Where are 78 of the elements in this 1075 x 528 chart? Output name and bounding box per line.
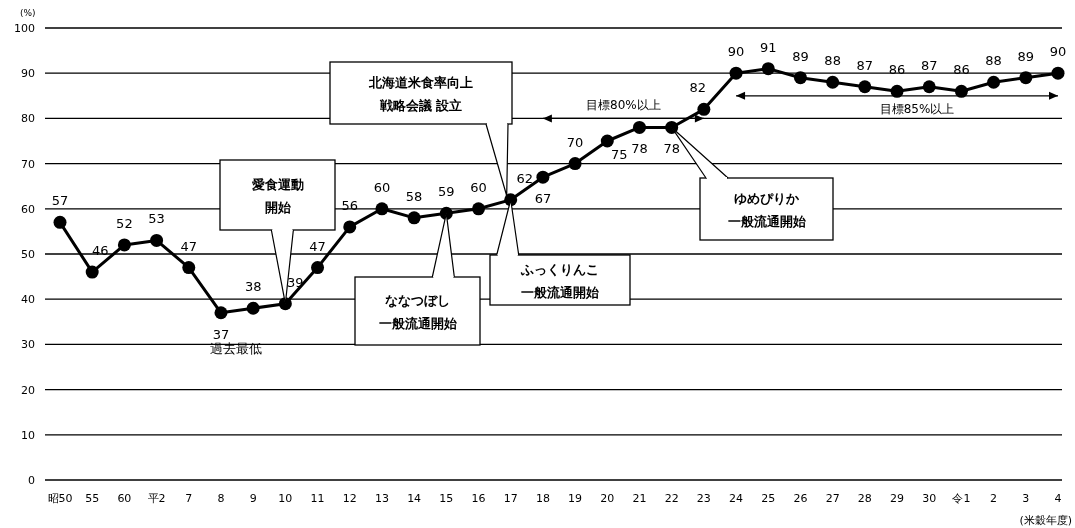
data-label: 62: [516, 170, 533, 186]
data-label: 78: [631, 141, 648, 157]
x-tick-label: 8: [217, 492, 225, 505]
data-label: 75: [611, 147, 628, 162]
x-tick-label: 28: [857, 492, 872, 505]
x-tick-label: 19: [568, 492, 583, 505]
x-tick-label: 30: [922, 492, 937, 505]
x-tick-label: 22: [664, 492, 679, 505]
data-label: 59: [438, 184, 455, 200]
x-tick-label: 14: [407, 492, 422, 505]
y-tick-label: 100: [14, 22, 35, 35]
data-label: 78: [663, 141, 680, 157]
x-tick-label: 7: [185, 492, 193, 505]
annotation: ゆめぴりか一般流通開始: [727, 190, 807, 229]
x-tick-label: 平2: [147, 492, 166, 505]
data-label: 88: [985, 53, 1002, 69]
data-label: 60: [470, 179, 487, 195]
data-label: 91: [759, 39, 777, 55]
data-label: 89: [792, 48, 809, 64]
annotation: ななつぼし一般流通開始: [378, 292, 458, 331]
annotation: ふっくりんこ一般流通開始: [520, 261, 600, 300]
data-label: 90: [727, 44, 745, 60]
x-tick-label: 17: [503, 492, 518, 505]
data-label: 57: [51, 193, 69, 209]
y-tick-label: 10: [21, 428, 35, 442]
y-tick-label: 30: [21, 338, 35, 352]
data-label: 58: [405, 188, 423, 204]
y-axis-title: (%): [20, 8, 36, 18]
x-tick-label: 20: [600, 492, 615, 505]
data-label: 53: [148, 211, 165, 227]
y-tick-label: 0: [28, 474, 35, 487]
x-tick-label: 令1: [952, 492, 971, 505]
x-tick-label: 21: [632, 492, 647, 505]
y-tick-label: 70: [21, 157, 35, 171]
x-tick-label: 13: [374, 492, 389, 505]
data-label: 38: [244, 279, 262, 295]
x-tick-label: 3: [1022, 492, 1030, 505]
x-axis-title: (米穀年度): [1019, 514, 1072, 527]
data-label: 37: [212, 326, 230, 342]
x-tick-label: 27: [825, 492, 840, 505]
series-label: 目標80%以上: [586, 98, 661, 113]
x-tick-label: 24: [729, 492, 744, 505]
data-label: 52: [116, 215, 133, 231]
data-label: 90: [1049, 44, 1067, 60]
data-label: 47: [309, 238, 326, 254]
x-tick-label: 4: [1054, 492, 1062, 505]
x-tick-label: 15: [439, 492, 454, 505]
x-tick-label: 18: [535, 492, 550, 505]
y-tick-label: 90: [21, 67, 35, 81]
x-tick-label: 11: [310, 492, 325, 505]
x-tick-label: 10: [278, 492, 293, 505]
x-tick-label: 55: [85, 492, 100, 505]
y-tick-label: 50: [21, 248, 35, 261]
annotation: 愛食運動開始: [251, 176, 304, 215]
x-tick-label: 29: [890, 492, 905, 505]
x-tick-label: 12: [342, 492, 357, 505]
x-tick-label: 23: [696, 492, 711, 505]
x-tick-label: 25: [761, 492, 776, 505]
series-label: 目標85%以上: [879, 101, 955, 116]
data-label: 70: [566, 134, 584, 150]
y-tick-label: 80: [21, 112, 35, 126]
y-tick-label: 40: [21, 293, 35, 307]
x-tick-label: 60: [117, 492, 132, 505]
x-tick-label: 26: [793, 492, 808, 505]
y-tick-label: 20: [21, 383, 35, 397]
x-tick-label: 16: [471, 492, 486, 505]
x-tick-label: 昭50: [47, 492, 73, 505]
annotation: 北海道米食率向上戦略会議 設立: [368, 74, 473, 113]
data-label: 60: [373, 179, 391, 195]
y-tick-label: 60: [21, 202, 35, 216]
x-tick-label: 2: [990, 492, 998, 505]
data-label: 89: [1017, 48, 1035, 64]
x-tick-label: 9: [249, 492, 257, 505]
data-label: 87: [856, 57, 874, 73]
data-label: 47: [180, 238, 198, 254]
data-label: 87: [920, 57, 938, 73]
data-label: 88: [824, 53, 841, 69]
data-label: 82: [689, 80, 707, 96]
